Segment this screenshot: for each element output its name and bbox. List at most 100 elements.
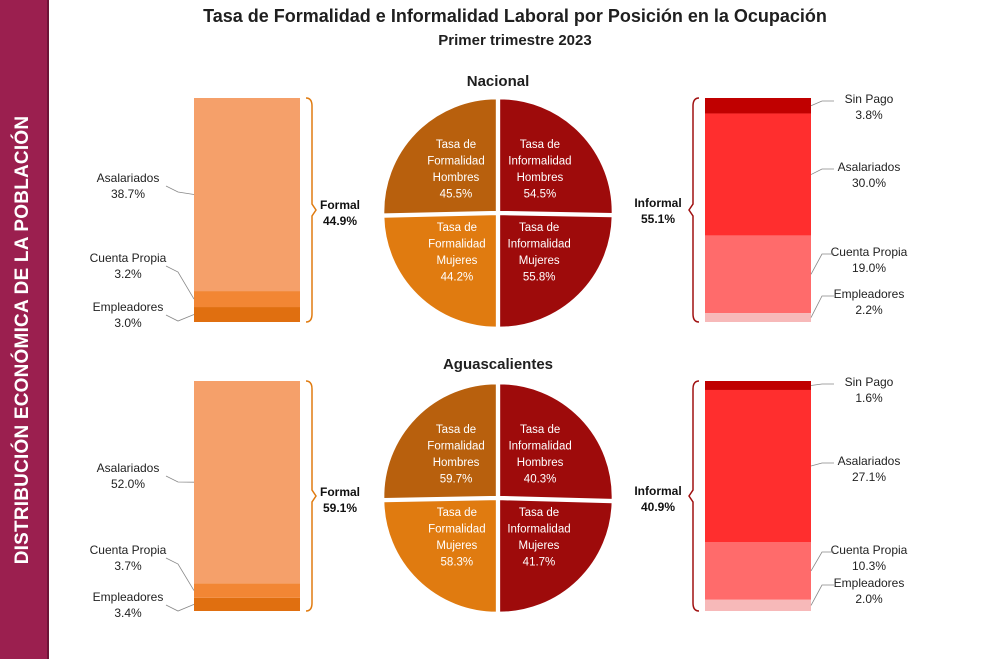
aguascalientes-formal-value-cuenta-propia: 3.7% xyxy=(114,559,142,573)
aguascalientes-informal-bar-empleadores xyxy=(705,599,811,611)
aguascalientes-pie-label-tasa-de-informalidad-hombres-0: Tasa de xyxy=(520,424,560,436)
nacional-formal-label-asalariados: Asalariados xyxy=(97,171,160,185)
aguascalientes-pie-label-tasa-de-formalidad-mujeres-2: Mujeres xyxy=(436,540,477,552)
nacional-informal-bar-sin-pago xyxy=(705,98,811,114)
aguascalientes-pie-label-tasa-de-informalidad-mujeres-1: Informalidad xyxy=(507,524,570,536)
aguascalientes-formal-value-asalariados: 52.0% xyxy=(111,477,145,491)
nacional-informal-value-empleadores: 2.2% xyxy=(855,303,883,317)
aguascalientes-informal-leader-empleadores xyxy=(810,584,834,606)
aguascalientes-informal-bar-cuenta-propia xyxy=(705,542,811,600)
nacional-informal-value-sin-pago: 3.8% xyxy=(855,108,883,122)
aguascalientes-pie-label-tasa-de-informalidad-mujeres-2: Mujeres xyxy=(519,540,560,552)
aguascalientes-formal-total-value: 59.1% xyxy=(323,501,357,515)
nacional-pie-label-tasa-de-formalidad-hombres-1: Formalidad xyxy=(427,155,485,167)
aguascalientes-informal-bracket xyxy=(688,380,700,612)
nacional-informal-bar-cuenta-propia xyxy=(705,235,811,314)
nacional-pie-label-tasa-de-formalidad-mujeres-0: Tasa de xyxy=(437,222,477,234)
nacional-informal-value-cuenta-propia: 19.0% xyxy=(852,261,886,275)
aguascalientes-formal-bracket xyxy=(305,380,317,612)
nacional-informal-bar-asalariados xyxy=(705,113,811,236)
aguascalientes-formal-leader-cuenta-propia xyxy=(165,557,195,591)
nacional-formal-total-value: 44.9% xyxy=(323,214,357,228)
aguascalientes-pie-slice-tasa-de-formalidad-hombres xyxy=(382,382,498,500)
page-subtitle: Primer trimestre 2023 xyxy=(438,32,592,49)
nacional-pie-label-tasa-de-formalidad-mujeres-1: Formalidad xyxy=(428,239,486,251)
aguascalientes-informal-label-empleadores: Empleadores xyxy=(834,576,905,590)
nacional-pie-label-tasa-de-informalidad-mujeres-2: Mujeres xyxy=(519,255,560,267)
aguascalientes-pie-slice-tasa-de-informalidad-mujeres xyxy=(498,498,614,614)
nacional-informal-label-empleadores: Empleadores xyxy=(834,287,905,301)
nacional-section-title: Nacional xyxy=(467,73,530,90)
aguascalientes-pie-label-tasa-de-informalidad-hombres-3: 40.3% xyxy=(524,474,557,486)
nacional-formal-total-label: Formal xyxy=(320,198,360,212)
nacional-formal-bar-asalariados xyxy=(194,98,300,292)
aguascalientes-informal-bar-sin-pago xyxy=(705,381,811,390)
aguascalientes-formal-label-empleadores: Empleadores xyxy=(93,590,164,604)
nacional-pie-label-tasa-de-informalidad-mujeres-0: Tasa de xyxy=(519,222,559,234)
nacional-informal-total-value: 55.1% xyxy=(641,212,675,226)
aguascalientes-formal-leader-empleadores xyxy=(165,604,195,612)
page-title: Tasa de Formalidad e Informalidad Labora… xyxy=(203,6,827,26)
nacional-formal-label-empleadores: Empleadores xyxy=(93,300,164,314)
aguascalientes-pie-label-tasa-de-formalidad-mujeres-1: Formalidad xyxy=(428,523,486,535)
nacional-formal-bar-cuenta-propia xyxy=(194,291,300,308)
aguascalientes-informal-value-cuenta-propia: 10.3% xyxy=(852,559,886,573)
nacional-formal-bar-empleadores xyxy=(194,307,300,322)
aguascalientes-pie-label-tasa-de-formalidad-hombres-3: 59.7% xyxy=(440,473,473,485)
sidebar: DISTRIBUCIÓN ECONÓMICA DE LA POBLACIÓN xyxy=(0,0,49,659)
aguascalientes-informal-total-value: 40.9% xyxy=(641,500,675,514)
nacional-formal-leader-empleadores xyxy=(165,314,195,322)
aguascalientes-pie-label-tasa-de-informalidad-hombres-1: Informalidad xyxy=(508,441,571,453)
aguascalientes-formal-bar-cuenta-propia xyxy=(194,583,300,598)
nacional-pie-slice-tasa-de-formalidad-hombres xyxy=(382,97,498,215)
nacional-pie-label-tasa-de-informalidad-hombres-2: Hombres xyxy=(517,172,564,184)
aguascalientes-pie-label-tasa-de-formalidad-hombres-1: Formalidad xyxy=(427,440,485,452)
aguascalientes-informal-total-label: Informal xyxy=(634,484,681,498)
nacional-informal-value-asalariados: 30.0% xyxy=(852,176,886,190)
nacional-pie-label-tasa-de-informalidad-hombres-0: Tasa de xyxy=(520,139,560,151)
nacional-pie-slice-tasa-de-formalidad-mujeres xyxy=(382,213,498,329)
nacional-pie-label-tasa-de-formalidad-hombres-2: Hombres xyxy=(433,172,480,184)
aguascalientes-pie-label-tasa-de-informalidad-mujeres-3: 41.7% xyxy=(523,557,556,569)
nacional-formal-label-cuenta-propia: Cuenta Propia xyxy=(90,251,167,265)
aguascalientes-formal-value-empleadores: 3.4% xyxy=(114,606,142,620)
aguascalientes-informal-value-empleadores: 2.0% xyxy=(855,592,883,606)
nacional-informal-bracket xyxy=(688,97,700,323)
nacional-formal-leader-cuenta-propia xyxy=(165,265,195,300)
nacional-informal-leader-sin-pago xyxy=(810,100,834,107)
aguascalientes-informal-leader-asalariados xyxy=(810,462,834,467)
nacional-pie-label-tasa-de-formalidad-hombres-3: 45.5% xyxy=(440,188,473,200)
aguascalientes-informal-bar-asalariados xyxy=(705,389,811,542)
aguascalientes-formal-bar-asalariados xyxy=(194,381,300,584)
aguascalientes-formal-bar-empleadores xyxy=(194,597,300,611)
nacional-pie-label-tasa-de-formalidad-mujeres-2: Mujeres xyxy=(436,255,477,267)
aguascalientes-pie-label-tasa-de-formalidad-hombres-0: Tasa de xyxy=(436,424,476,436)
aguascalientes-pie-slice-tasa-de-formalidad-mujeres xyxy=(382,498,498,614)
nacional-informal-label-asalariados: Asalariados xyxy=(838,160,901,174)
nacional-formal-value-cuenta-propia: 3.2% xyxy=(114,267,142,281)
aguascalientes-pie-label-tasa-de-formalidad-mujeres-0: Tasa de xyxy=(437,507,477,519)
aguascalientes-formal-leader-asalariados xyxy=(165,475,195,483)
nacional-pie-label-tasa-de-informalidad-hombres-1: Informalidad xyxy=(508,155,571,167)
nacional-formal-leader-asalariados xyxy=(165,185,195,195)
nacional-informal-label-cuenta-propia: Cuenta Propia xyxy=(831,245,908,259)
nacional-formal-value-asalariados: 38.7% xyxy=(111,187,145,201)
nacional-informal-leader-cuenta-propia xyxy=(810,253,834,275)
aguascalientes-informal-label-sin-pago: Sin Pago xyxy=(845,375,894,389)
nacional-pie-label-tasa-de-formalidad-mujeres-3: 44.2% xyxy=(441,272,474,284)
nacional-pie-label-tasa-de-informalidad-mujeres-1: Informalidad xyxy=(508,238,571,250)
nacional-informal-bar-empleadores xyxy=(705,313,811,322)
aguascalientes-informal-leader-cuenta-propia xyxy=(810,551,834,572)
nacional-formal-value-empleadores: 3.0% xyxy=(114,316,142,330)
aguascalientes-pie-slice-tasa-de-informalidad-hombres xyxy=(498,382,614,501)
nacional-informal-label-sin-pago: Sin Pago xyxy=(845,92,894,106)
aguascalientes-pie-label-tasa-de-informalidad-mujeres-0: Tasa de xyxy=(519,507,559,519)
aguascalientes-pie-label-tasa-de-informalidad-hombres-2: Hombres xyxy=(517,457,564,469)
nacional-pie-slice-tasa-de-informalidad-hombres xyxy=(498,97,614,215)
aguascalientes-informal-value-asalariados: 27.1% xyxy=(852,470,886,484)
aguascalientes-formal-total-label: Formal xyxy=(320,485,360,499)
nacional-pie-label-tasa-de-informalidad-hombres-3: 54.5% xyxy=(524,188,557,200)
aguascalientes-informal-leader-sin-pago xyxy=(810,383,834,386)
nacional-informal-total-label: Informal xyxy=(634,196,681,210)
